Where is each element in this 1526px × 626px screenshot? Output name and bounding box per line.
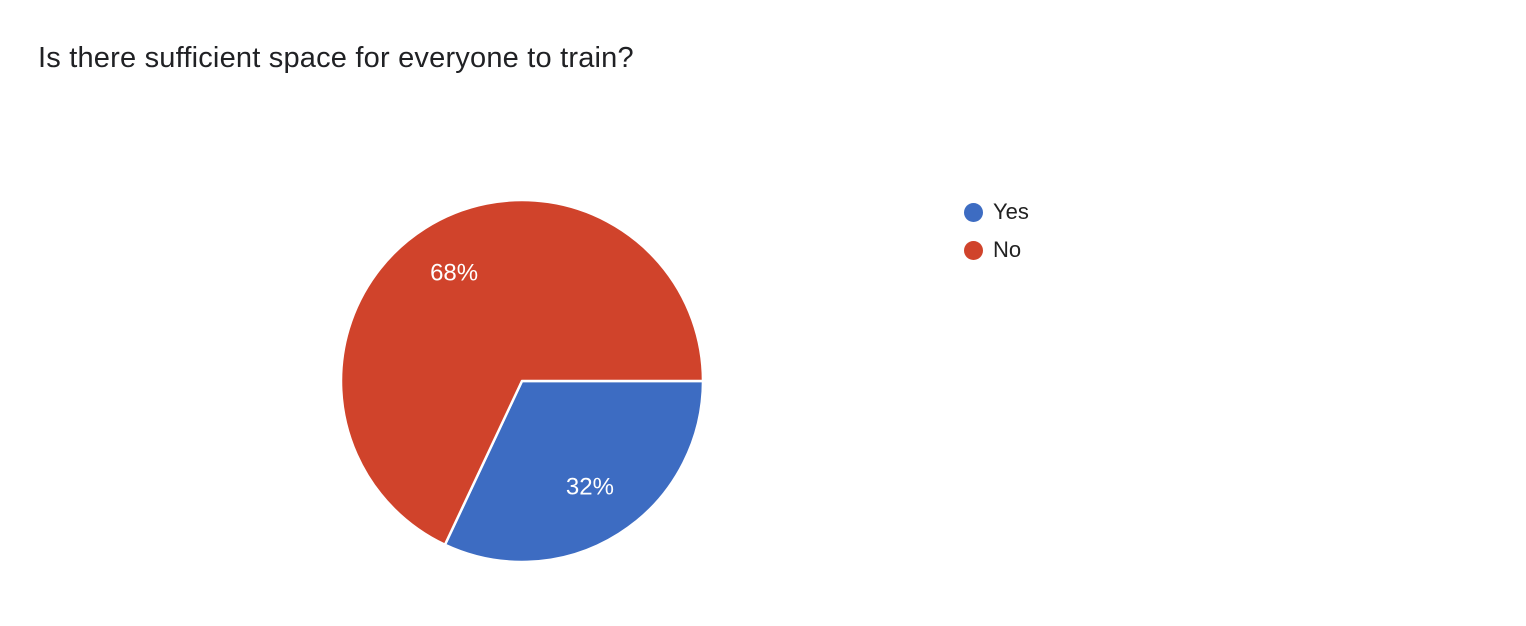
legend-swatch-yes — [964, 202, 983, 222]
pie-slice-labels: 32% 68% — [430, 259, 614, 500]
pie-slice-label-yes: 32% — [566, 473, 614, 500]
pie-slices — [339, 198, 705, 564]
legend-item-no: No — [964, 236, 1029, 264]
legend-label-no: No — [993, 237, 1022, 262]
chart-title: Is there sufficient space for everyone t… — [38, 42, 634, 74]
pie-slice-label-no: 68% — [430, 259, 478, 286]
legend-swatch-no — [964, 240, 983, 260]
legend-label-yes: Yes — [993, 199, 1029, 224]
legend-item-yes: Yes — [964, 198, 1029, 226]
chart-legend: Yes No — [964, 198, 1029, 264]
pie-slice-yes[interactable] — [443, 379, 705, 564]
pie-slice-no[interactable] — [339, 198, 705, 547]
